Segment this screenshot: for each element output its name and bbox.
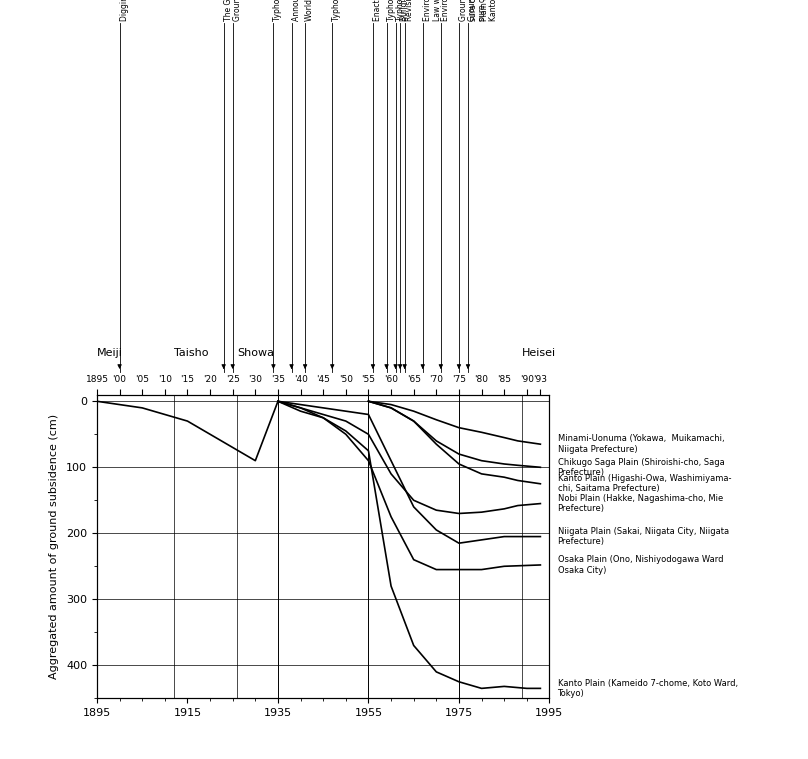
Text: Taisho: Taisho: [174, 348, 208, 358]
Text: Osaka Plain (Ono, Nishiyodogawa Ward
Osaka City): Osaka Plain (Ono, Nishiyodogawa Ward Osa…: [558, 556, 723, 575]
Text: Typhoon Muroto II: Typhoon Muroto II: [396, 0, 405, 21]
Text: Environment Agency was established.: Environment Agency was established.: [441, 0, 450, 21]
Text: The Great Kanto Earthquake of 1923: The Great Kanto Earthquake of 1923: [224, 0, 233, 21]
Text: Nobi Plain (Hakke, Nagashima-cho, Mie
Prefecture): Nobi Plain (Hakke, Nagashima-cho, Mie Pr…: [558, 494, 723, 513]
Text: Typhoon Katherine: Typhoon Katherine: [332, 0, 341, 21]
Text: Ground subsidence was recognized: Ground subsidence was recognized: [233, 0, 242, 21]
Text: Digging of deep wells begins in many areas: Digging of deep wells begins in many are…: [120, 0, 128, 21]
Text: Chikugo Saga Plain (Shiroishi-cho, Saga
Prefecture): Chikugo Saga Plain (Shiroishi-cho, Saga …: [558, 458, 724, 477]
Text: Typhoon Muroto: Typhoon Muroto: [273, 0, 283, 21]
Text: Kanto Plain (Kameido 7-chome, Koto Ward,
Tokyo): Kanto Plain (Kameido 7-chome, Koto Ward,…: [558, 679, 738, 698]
Text: Kanto Plain (Higashi-Owa, Washimiyama-
chi, Saitama Prefecture): Kanto Plain (Higashi-Owa, Washimiyama- c…: [558, 474, 731, 493]
Y-axis label: Aggregated amount of ground subsidence (cm): Aggregated amount of ground subsidence (…: [49, 414, 59, 679]
Text: Ground subsidence prevention countermea-
sure outline was established for Northe: Ground subsidence prevention countermea-…: [468, 0, 498, 21]
Text: Environmental Pollution Prevention
Law was enacted: Environmental Pollution Prevention Law w…: [423, 0, 442, 21]
Text: World War II: World War II: [305, 0, 314, 21]
Text: Building Use Water Law was enacted: Building Use Water Law was enacted: [400, 0, 409, 21]
Text: Revision of Industrial Water Law: Revision of Industrial Water Law: [405, 0, 414, 21]
Text: Ground subsidence prevention countermea-
sure outlines were established for Sobi: Ground subsidence prevention countermea-…: [459, 0, 489, 21]
Text: Showa: Showa: [238, 348, 274, 358]
Text: Typhoon Ise Bay: Typhoon Ise Bay: [386, 0, 396, 21]
Text: Announcement of the Wadachi theory: Announcement of the Wadachi theory: [292, 0, 301, 21]
Text: Minami-Uonuma (Yokawa,  Muikamachi,
Niigata Prefecture): Minami-Uonuma (Yokawa, Muikamachi, Niiga…: [558, 434, 724, 454]
Text: Enactment of Industrial Water Law: Enactment of Industrial Water Law: [373, 0, 382, 21]
Text: Niigata Plain (Sakai, Niigata City, Niigata
Prefecture): Niigata Plain (Sakai, Niigata City, Niig…: [558, 527, 729, 546]
Text: Heisei: Heisei: [522, 348, 557, 358]
Text: Meiji: Meiji: [97, 348, 123, 358]
